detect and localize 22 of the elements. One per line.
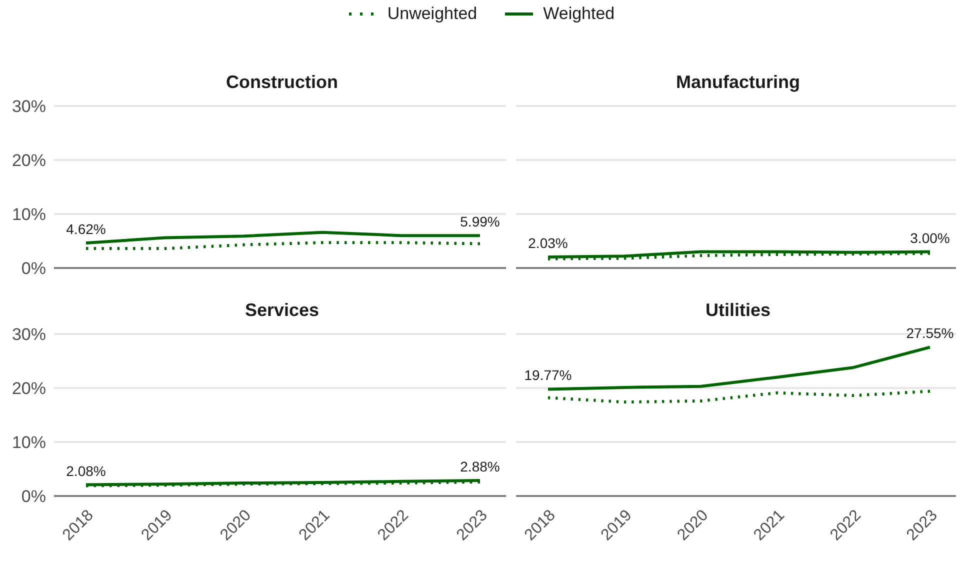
chart-title: Manufacturing [675,72,801,94]
y-tick-label: 20% [12,151,46,170]
chart-title: Construction [225,72,339,94]
legend-label: Unweighted [387,4,478,24]
data-label: 27.55% [906,325,954,342]
chart-title: Utilities [704,300,772,322]
y-tick-label: 0% [21,259,46,278]
y-tick-label: 20% [12,379,46,398]
y-tick-label: 10% [12,433,46,452]
data-label: 4.62% [66,221,106,238]
y-tick-label: 30% [12,325,46,344]
legend-label: Weighted [543,4,615,24]
data-label: 2.08% [66,462,106,479]
y-tick-label: 0% [21,487,46,506]
data-label: 2.03% [528,235,568,252]
data-label: 19.77% [524,367,572,384]
chart-title: Services [244,300,320,322]
y-tick-label: 10% [12,205,46,224]
data-label: 2.88% [460,458,500,474]
data-label: 5.99% [460,214,500,230]
data-label: 3.00% [910,230,950,246]
y-tick-label: 30% [12,97,46,116]
